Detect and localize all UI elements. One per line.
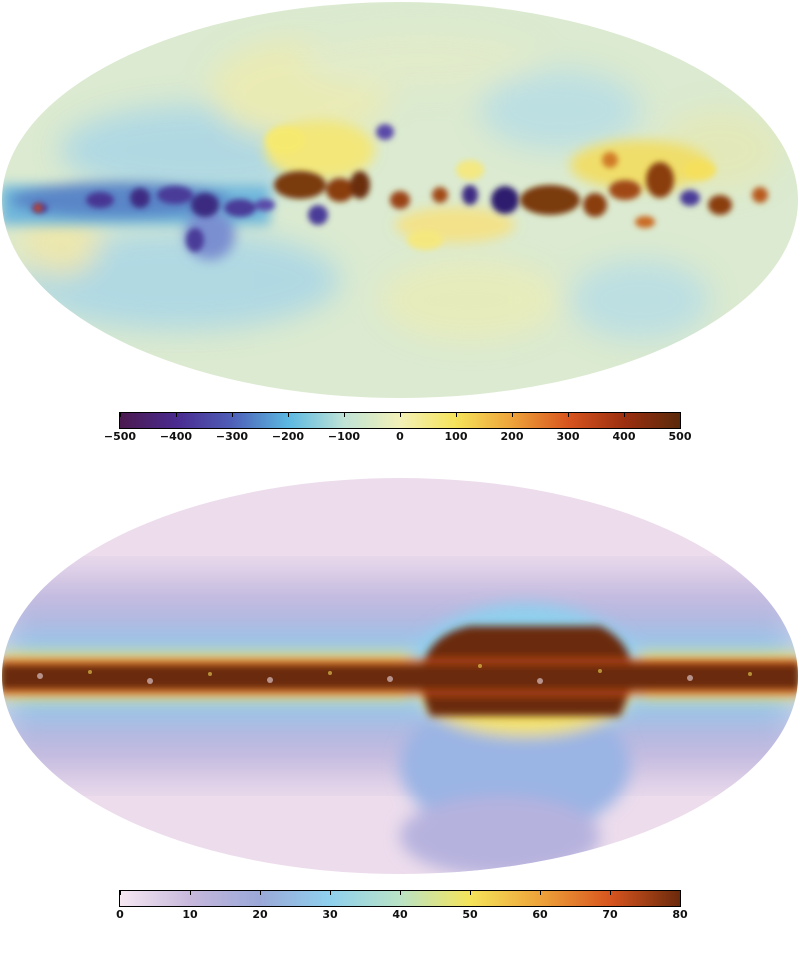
colorbar-tick-label: −500	[103, 430, 137, 443]
colorbar-tick-mark	[624, 413, 625, 417]
top-colorbar-ticks: −500 −400 −300 −200 −100 0 100 200 300 400 500	[104, 413, 691, 448]
colorbar-tick-mark	[176, 413, 177, 417]
colorbar-tick-mark	[288, 413, 289, 417]
colorbar-tick-label: 400	[612, 430, 636, 443]
colorbar-tick-label: 300	[556, 430, 580, 443]
colorbar-tick-mark	[680, 413, 681, 417]
colorbar-tick-mark	[330, 891, 331, 895]
colorbar-tick-label: 0	[396, 430, 404, 443]
top-map-panel: −500 −400 −300 −200 −100 0 100 200 300 400 500	[0, 0, 800, 460]
colorbar-tick-label: 500	[668, 430, 692, 443]
colorbar-tick-mark	[568, 413, 569, 417]
colorbar-tick-label: 0	[116, 908, 124, 921]
colorbar-tick-mark	[512, 413, 513, 417]
colorbar-tick-label: 60	[532, 908, 548, 921]
bottom-colorbar-ticks: 0 10 20 30 40 50 60 70 80	[116, 891, 688, 926]
colorbar-tick-mark	[400, 413, 401, 417]
colorbar-tick-label: −300	[215, 430, 249, 443]
colorbar-tick-mark	[400, 891, 401, 895]
colorbar-tick-mark	[456, 413, 457, 417]
colorbar-tick-label: 100	[444, 430, 468, 443]
colorbar-tick-mark	[470, 891, 471, 895]
colorbar-tick-label: 10	[182, 908, 198, 921]
colorbar-tick-label: 20	[252, 908, 268, 921]
colorbar-tick-label: −100	[327, 430, 361, 443]
colorbar-tick-mark	[260, 891, 261, 895]
colorbar-tick-label: 30	[322, 908, 338, 921]
colorbar-tick-mark	[120, 891, 121, 895]
colorbar-tick-mark	[610, 891, 611, 895]
colorbar-tick-label: 70	[602, 908, 618, 921]
colorbar-tick-mark	[540, 891, 541, 895]
colorbar-tick-mark	[232, 413, 233, 417]
colorbar-tick-label: 200	[500, 430, 524, 443]
top-sky-map	[2, 2, 798, 398]
colorbar-tick-mark	[680, 891, 681, 895]
bottom-map-panel: 0 10 20 30 40 50 60 70 80	[0, 476, 800, 936]
colorbar-tick-label: −400	[159, 430, 193, 443]
colorbar-tick-label: 50	[462, 908, 478, 921]
colorbar-tick-mark	[344, 413, 345, 417]
colorbar-tick-mark	[190, 891, 191, 895]
bottom-sky-map	[2, 478, 798, 874]
top-colorbar-gradient	[119, 412, 681, 429]
bottom-colorbar: 0 10 20 30 40 50 60 70 80	[116, 890, 688, 926]
colorbar-tick-mark	[120, 413, 121, 417]
top-colorbar: −500 −400 −300 −200 −100 0 100 200 300 400 500	[104, 412, 691, 448]
colorbar-tick-label: 80	[672, 908, 688, 921]
colorbar-tick-label: −200	[271, 430, 305, 443]
colorbar-tick-label: 40	[392, 908, 408, 921]
